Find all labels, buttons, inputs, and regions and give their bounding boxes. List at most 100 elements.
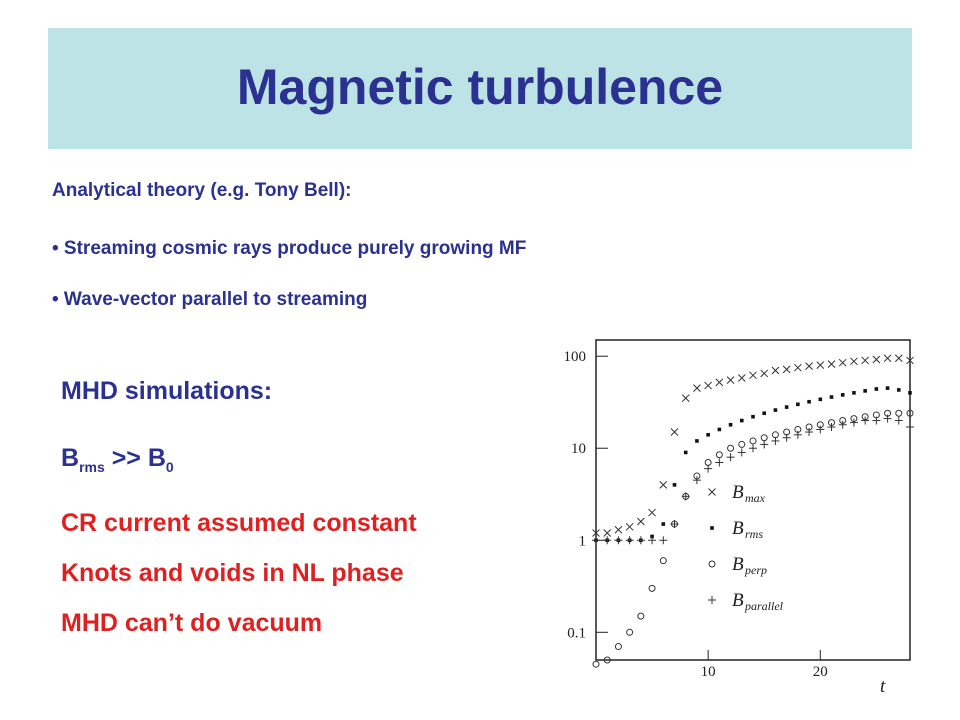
point-rms [773, 408, 778, 412]
point-rms [683, 450, 688, 455]
legend-marker-rms [710, 526, 714, 530]
point-max [850, 357, 858, 366]
point-parallel [726, 453, 735, 462]
point-max [715, 378, 724, 387]
point-rms [840, 393, 845, 397]
point-rms [695, 439, 699, 443]
point-parallel [625, 536, 634, 545]
point-parallel [692, 476, 701, 485]
point-max [760, 369, 769, 378]
chart-marks [592, 354, 914, 668]
point-rms [661, 522, 666, 526]
point-perp [659, 557, 667, 565]
point-perp [715, 451, 723, 459]
point-perp [626, 628, 634, 636]
point-max [816, 361, 825, 369]
series-parallel [592, 414, 914, 545]
point-rms [672, 483, 677, 487]
point-max [625, 522, 634, 531]
x-axis-label: t [880, 676, 886, 697]
point-max [749, 371, 757, 380]
intro-text: Analytical theory (e.g. Tony Bell): [52, 180, 352, 201]
point-parallel [648, 536, 657, 545]
point-perp [592, 660, 600, 668]
point-max [838, 358, 847, 367]
legend-sub-rms: rms [745, 527, 763, 541]
point-parallel [793, 430, 802, 439]
point-max [883, 354, 892, 363]
legend-sub-max: max [745, 491, 766, 505]
bullet-wave-vector: • Wave-vector parallel to streaming [52, 289, 368, 310]
point-parallel [760, 440, 769, 449]
point-rms [751, 414, 755, 419]
point-rms [728, 422, 733, 427]
point-parallel [906, 423, 914, 432]
point-rms [874, 387, 879, 391]
point-perp [727, 444, 735, 452]
mhd-heading: MHD simulations: [61, 377, 273, 405]
legend-marker-max [708, 488, 716, 496]
point-perp [749, 437, 757, 445]
point-perp [648, 584, 656, 592]
point-rms [762, 411, 767, 416]
y-tick-label: 0.1 [567, 625, 586, 641]
brms-sub2: 0 [165, 459, 174, 475]
point-max [648, 508, 656, 517]
point-parallel [737, 448, 746, 457]
point-parallel [805, 428, 814, 437]
point-perp [771, 431, 779, 439]
point-rms [908, 391, 912, 395]
point-parallel [883, 414, 892, 423]
point-max [670, 428, 679, 436]
legend-sub-perp: perp [744, 563, 767, 577]
point-parallel [827, 423, 836, 432]
point-max [794, 363, 802, 372]
point-parallel [771, 436, 780, 445]
point-max [693, 384, 701, 392]
point-max [805, 362, 813, 370]
point-rms [739, 418, 744, 423]
plot-frame [595, 339, 911, 661]
point-perp [637, 612, 645, 620]
legend-label-perp: B [732, 554, 744, 575]
point-parallel [704, 464, 713, 473]
point-max [872, 355, 881, 364]
point-perp [760, 434, 768, 442]
legend-marker-perp [708, 560, 716, 568]
point-max [861, 356, 869, 365]
brms-sub1: rms [79, 459, 105, 475]
point-rms [852, 391, 856, 395]
point-max [737, 374, 746, 382]
brms-statement: Brms >> B0 [61, 444, 174, 475]
point-parallel [894, 416, 903, 425]
point-perp [704, 458, 712, 466]
point-max [894, 354, 903, 363]
slide-title: Magnetic turbulence [236, 59, 724, 115]
point-mhd-vacuum: MHD can’t do vacuum [61, 609, 323, 637]
point-parallel [636, 536, 645, 545]
point-parallel [715, 458, 724, 467]
series-rms [594, 386, 912, 543]
y-tick-label: 10 [571, 441, 586, 457]
x-tick-label: 10 [701, 664, 716, 680]
point-parallel [872, 416, 881, 425]
point-max [603, 529, 612, 537]
point-rms [829, 395, 834, 399]
point-parallel [749, 444, 757, 453]
legend-label-rms: B [732, 518, 744, 539]
point-parallel [849, 418, 858, 427]
point-parallel [670, 520, 679, 529]
point-max [659, 481, 668, 489]
point-rms [896, 388, 901, 392]
point-parallel [659, 536, 668, 545]
brms-main: B [61, 444, 80, 472]
point-max [681, 394, 690, 403]
point-max [726, 376, 735, 384]
point-parallel [782, 433, 791, 442]
point-parallel [592, 536, 600, 545]
